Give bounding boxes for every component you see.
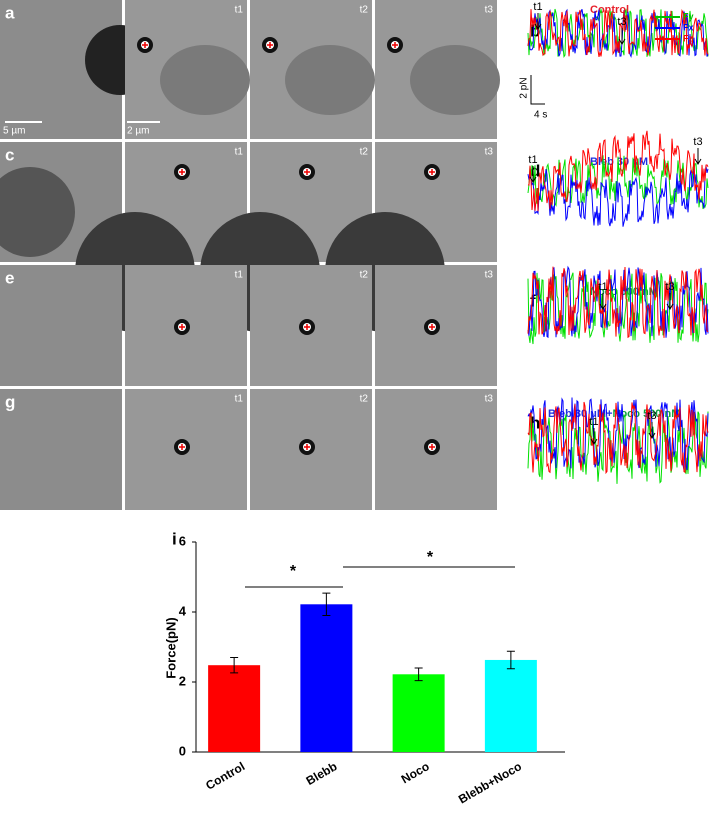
time-label: t3	[485, 147, 494, 158]
legend-label: Fx	[683, 22, 694, 32]
time-label: t1	[235, 5, 244, 16]
panel-label: g	[5, 392, 15, 411]
force-trace	[527, 397, 709, 471]
y-tick-label: 2	[179, 673, 186, 688]
cell	[410, 45, 500, 115]
bead-cross	[179, 324, 185, 330]
time-marker: t1	[528, 154, 537, 166]
time-label: t3	[485, 5, 494, 16]
time-marker: t3	[665, 281, 674, 293]
panel-label: c	[5, 145, 14, 164]
marker-arrow	[599, 293, 607, 310]
bead-cross	[392, 42, 398, 48]
time-label: t1	[235, 147, 244, 158]
scale-bracket	[530, 75, 545, 105]
time-marker: t1	[533, 1, 542, 13]
time-marker: t3	[647, 410, 656, 422]
bead-cross	[142, 42, 148, 48]
time-label: t1	[235, 270, 244, 281]
bead-cross	[429, 169, 435, 175]
bead-cross	[429, 324, 435, 330]
cell	[160, 45, 250, 115]
x-tick-label: Blebb+Noco	[456, 759, 524, 806]
force-trace	[527, 165, 709, 227]
force-trace	[527, 7, 709, 59]
bead-cross	[304, 444, 310, 450]
force-trace	[527, 9, 709, 57]
marker-arrow	[529, 166, 537, 183]
marker-arrow	[534, 13, 542, 30]
significance-mark: *	[427, 549, 434, 566]
force-trace	[527, 266, 709, 339]
y-tick-label: 0	[179, 743, 186, 758]
time-label: t2	[360, 270, 369, 281]
y-axis-label: Force(pN)	[163, 617, 178, 678]
time-marker: t3	[693, 136, 702, 148]
title-part: Bleb 30 μM+	[548, 408, 613, 420]
time-label: t2	[360, 394, 369, 405]
force-trace	[527, 130, 709, 212]
scale-bar-label: 2 µm	[127, 126, 149, 137]
time-label: t3	[485, 270, 494, 281]
bead-cross	[429, 444, 435, 450]
time-label: t2	[360, 147, 369, 158]
trace-title: Bleb 30 μM	[590, 156, 648, 168]
cell	[0, 167, 75, 257]
force-trace	[527, 265, 709, 339]
bead-cross	[179, 169, 185, 175]
panel-label: i	[172, 529, 177, 548]
bead-cross	[267, 42, 273, 48]
time-marker: t1	[589, 416, 598, 428]
marker-arrow	[618, 28, 626, 45]
scale-y: 2 pN	[519, 77, 530, 98]
scale-x: 4 s	[534, 110, 547, 121]
legend-label: Fz	[683, 33, 693, 43]
x-tick-label: Control	[203, 759, 247, 792]
time-marker: t1	[598, 281, 607, 293]
marker-arrow	[666, 293, 674, 310]
error-bar	[506, 650, 515, 670]
cell	[285, 45, 375, 115]
marker-arrow	[648, 422, 656, 439]
time-label: t2	[360, 5, 369, 16]
error-bar	[230, 657, 239, 674]
error-bar	[414, 667, 423, 682]
bar	[392, 674, 445, 752]
force-trace	[527, 409, 709, 484]
significance-mark: *	[290, 563, 297, 580]
force-trace	[527, 155, 709, 210]
bar	[484, 659, 537, 752]
panel-label: h	[530, 413, 540, 432]
x-tick-label: Noco	[399, 759, 432, 786]
force-trace	[527, 401, 709, 475]
y-tick-label: 4	[179, 603, 187, 618]
bead-cross	[179, 444, 185, 450]
title-part: Bleb 30 μM	[590, 156, 648, 168]
y-tick-label: 6	[179, 533, 186, 548]
panel-label: a	[5, 3, 15, 22]
micrograph	[0, 389, 122, 510]
marker-arrow	[694, 148, 702, 165]
bar	[208, 665, 261, 752]
legend-label: Fy	[683, 11, 694, 21]
bead-cross	[304, 169, 310, 175]
bar	[300, 604, 353, 752]
micrograph	[0, 265, 122, 386]
marker-arrow	[590, 428, 598, 445]
bead-cross	[304, 324, 310, 330]
error-bar	[322, 592, 331, 616]
panel-label: e	[5, 268, 14, 287]
time-label: t3	[485, 394, 494, 405]
scale-bar-label: 5 µm	[3, 126, 25, 137]
time-marker: t3	[617, 16, 626, 28]
time-label: t1	[235, 394, 244, 405]
force-trace	[527, 272, 709, 345]
x-tick-label: Blebb	[304, 759, 340, 788]
